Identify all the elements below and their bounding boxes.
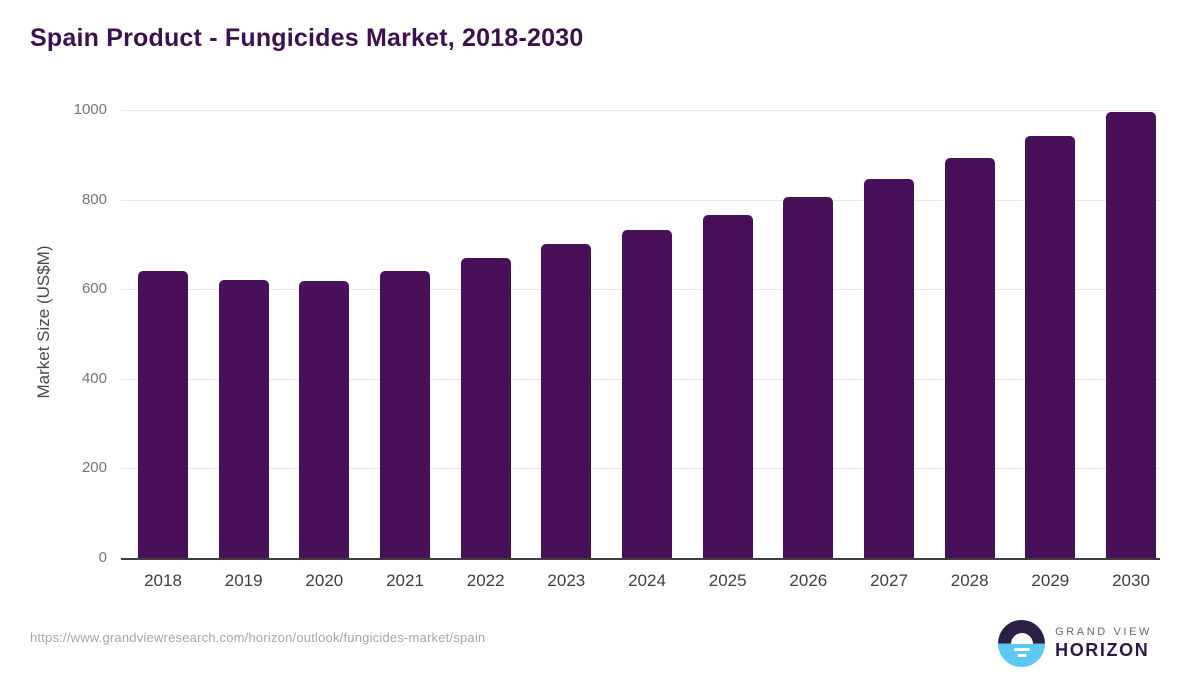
- bar-2019: [218, 279, 269, 558]
- x-tick-label-2022: 2022: [466, 571, 505, 590]
- horizon-reflection-line: [1013, 647, 1030, 651]
- x-tick-label-2029: 2029: [1031, 571, 1070, 590]
- x-tick-label-2028: 2028: [950, 571, 989, 590]
- x-tick-label-2025: 2025: [708, 571, 747, 590]
- bar-2029: [1025, 136, 1076, 558]
- bar-2028: [944, 158, 995, 558]
- horizon-logo-icon: [998, 620, 1046, 667]
- bar-2030: [1106, 111, 1156, 558]
- bar-2025: [702, 214, 753, 558]
- plot-area: 0 200 400 600 800 1000: [74, 102, 1160, 566]
- gridline: [121, 199, 1160, 201]
- brand-text: GRAND VIEW HORIZON: [1055, 626, 1152, 661]
- x-tick-label-2020: 2020: [305, 571, 344, 590]
- brand-logo: GRAND VIEW HORIZON: [998, 620, 1152, 667]
- bar-2018: [138, 270, 188, 558]
- x-tick-label-2019: 2019: [224, 571, 263, 590]
- x-tick-label-2024: 2024: [628, 571, 666, 590]
- gridline: [121, 110, 1160, 111]
- bar-2020: [299, 281, 350, 558]
- bar-2021: [380, 270, 430, 558]
- x-tick-label-2027: 2027: [870, 571, 908, 590]
- x-tick-label-2021: 2021: [386, 571, 424, 590]
- horizon-dome-shape: [1010, 632, 1033, 644]
- y-tick-label: 0: [98, 549, 107, 566]
- y-tick-label: 1000: [73, 101, 107, 118]
- x-tick-label-2026: 2026: [789, 571, 828, 590]
- y-tick-label: 800: [81, 190, 107, 208]
- chart-title: Spain Product - Fungicides Market, 2018-…: [30, 24, 584, 52]
- bar-2026: [783, 196, 834, 558]
- brand-name-bottom: HORIZON: [1055, 640, 1150, 660]
- horizon-reflection-line: [1017, 653, 1027, 657]
- x-axis-line: [121, 558, 1160, 560]
- x-axis: 2018 2019 2020 2021 2022 2023 2024 2025 2026 2027…: [121, 571, 1160, 595]
- y-axis-title: Market Size (US$M): [34, 245, 53, 399]
- y-tick-label: 200: [81, 459, 107, 477]
- x-tick-label-2030: 2030: [1112, 571, 1150, 590]
- bar-2022: [460, 258, 511, 558]
- y-tick-label: 400: [81, 369, 107, 387]
- x-tick-label-2018: 2018: [144, 571, 182, 590]
- bar-2027: [864, 179, 914, 558]
- brand-name-top: GRAND VIEW: [1055, 626, 1152, 638]
- bar-2023: [541, 243, 592, 558]
- x-tick-label-2023: 2023: [547, 571, 586, 590]
- bar-2024: [622, 230, 672, 558]
- y-tick-label: 600: [81, 280, 107, 298]
- source-url: https://www.grandviewresearch.com/horizo…: [30, 630, 486, 645]
